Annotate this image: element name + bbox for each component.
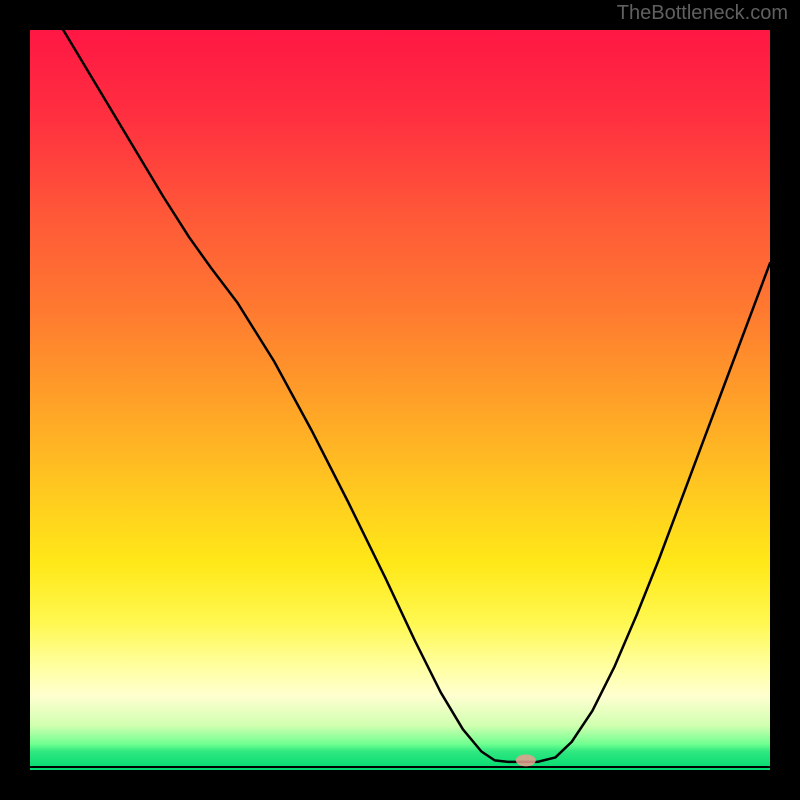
chart-svg xyxy=(30,30,770,770)
bottleneck-chart xyxy=(30,30,770,770)
watermark-text: TheBottleneck.com xyxy=(617,2,788,25)
optimum-marker xyxy=(516,754,536,766)
chart-background xyxy=(30,30,770,770)
